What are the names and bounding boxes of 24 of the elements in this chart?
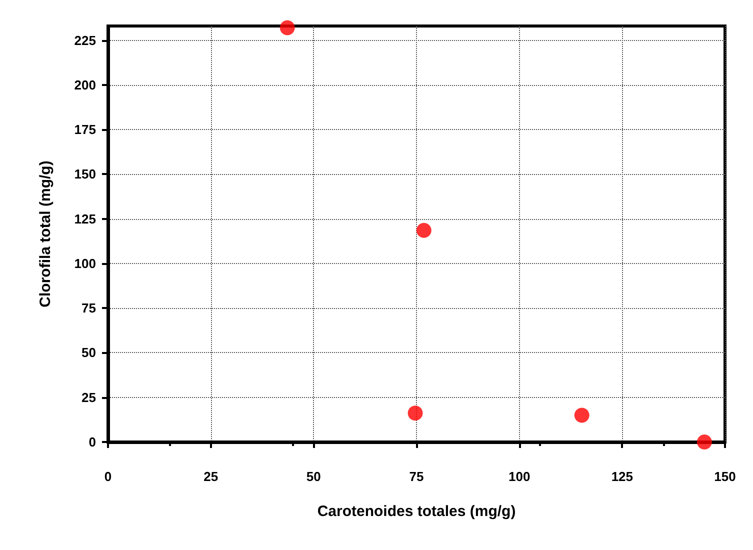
y-tick-label: 0 [88,434,96,450]
point [280,20,295,36]
x-tick-label: 125 [611,469,634,484]
y-tick-label: 125 [74,211,96,226]
y-tick-label: 200 [74,77,96,92]
point [696,434,712,450]
y-tick-label: 150 [74,166,96,182]
y-tick-label: 225 [74,32,96,48]
point [408,406,423,421]
y-tick-label: 50 [82,345,96,360]
x-tick-label: 50 [306,469,321,484]
point [416,222,432,238]
x-axis-title: Carotenoides totales (mg/g) [317,503,516,520]
y-tick-label: 100 [74,256,96,271]
x-tick-label: 150 [714,469,736,484]
point [574,408,590,423]
x-tick-label: 0 [104,469,112,484]
x-tick-label: 75 [409,469,424,484]
y-tick-label: 175 [74,122,96,138]
y-axis-title: Clorofila total (mg/g) [37,160,54,308]
y-tick-label: 75 [82,300,96,316]
x-tick-label: 25 [204,469,218,484]
y-tick-label: 25 [82,390,96,405]
x-tick-label: 100 [508,469,530,484]
